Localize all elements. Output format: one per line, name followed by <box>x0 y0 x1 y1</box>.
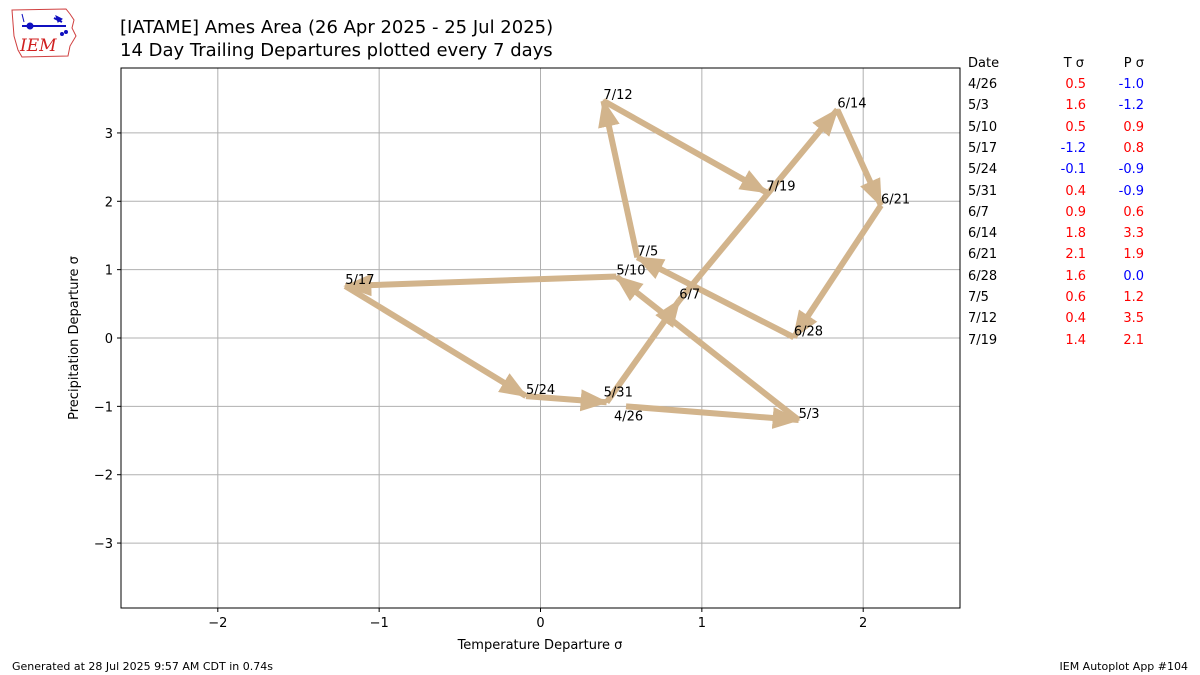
table-date-cell: 6/28 <box>968 268 998 284</box>
table-precip-cell: 1.2 <box>1123 290 1144 305</box>
departure-arrow-5-31 <box>604 298 682 404</box>
point-label: 7/19 <box>766 179 795 194</box>
logo-text: IEM <box>19 36 57 56</box>
departure-arrow-7-12 <box>601 98 769 196</box>
table-temp-cell: 0.4 <box>1065 183 1086 199</box>
table-header-temp: T σ <box>1063 56 1084 71</box>
point-label: 5/31 <box>604 385 633 400</box>
point-label: 5/17 <box>345 273 374 288</box>
table-precip-cell: 0.8 <box>1123 140 1144 156</box>
y-tick-label: 3 <box>105 127 113 142</box>
departure-arrow-5-10 <box>343 273 617 297</box>
iem-logo: IEM <box>11 8 77 58</box>
departure-arrow-5-24 <box>525 389 609 412</box>
table-date-cell: 5/31 <box>968 183 998 199</box>
point-labels: 4/26 5/3 5/10 5/17 5/24 5/31 6/7 6/14 6/21 6/28 7/… <box>345 88 910 425</box>
x-tick-label: −1 <box>370 616 389 631</box>
y-tick-label: −2 <box>94 469 113 484</box>
axis-ticks: −2 −1 0 1 2 −3 −2 −1 0 1 2 3 <box>94 127 868 631</box>
y-tick-label: 2 <box>105 195 113 210</box>
departure-arrow-6-21 <box>791 203 884 339</box>
point-label: 6/21 <box>881 192 910 207</box>
chart-title: [IATAME] Ames Area (26 Apr 2025 - 25 Jul… <box>120 17 554 38</box>
arrow-series <box>343 98 884 429</box>
point-label: 7/5 <box>637 244 658 259</box>
table-temp-cell: 2.1 <box>1065 247 1086 263</box>
departure-arrow-6-7 <box>676 107 840 303</box>
table-date-cell: 6/14 <box>968 226 998 242</box>
departure-arrow-7-5 <box>598 98 641 258</box>
departure-arrow-6-28 <box>635 254 796 340</box>
chart-subtitle: 14 Day Trailing Departures plotted every… <box>120 40 553 61</box>
table-date-cell: 5/17 <box>968 140 998 156</box>
table-date-cell: 5/10 <box>968 119 998 135</box>
x-tick-label: −2 <box>208 616 227 631</box>
table-date-cell: 5/24 <box>968 162 998 178</box>
y-axis-label: Precipitation Departure σ <box>67 256 82 420</box>
departure-arrow-5-17 <box>343 283 528 399</box>
table-temp-cell: 0.5 <box>1065 77 1086 92</box>
y-tick-label: −3 <box>94 537 113 552</box>
table-temp-cell: 0.5 <box>1065 119 1086 135</box>
table-precip-cell: 1.9 <box>1123 247 1144 263</box>
table-date-cell: 5/3 <box>968 98 989 114</box>
table-temp-cell: -1.2 <box>1060 140 1086 156</box>
point-label: 6/14 <box>837 97 866 112</box>
table-date-cell: 4/26 <box>968 77 998 92</box>
x-tick-label: 0 <box>536 616 544 631</box>
table-precip-cell: 0.6 <box>1123 204 1144 220</box>
point-label: 5/24 <box>526 383 555 398</box>
x-tick-label: 2 <box>859 616 867 631</box>
table-precip-cell: 3.3 <box>1123 226 1144 242</box>
table-temp-cell: 1.6 <box>1065 268 1086 284</box>
table-temp-cell: 1.4 <box>1065 332 1086 348</box>
point-label: 7/12 <box>603 88 632 103</box>
x-axis-label: Temperature Departure σ <box>457 638 623 653</box>
table-precip-cell: 0.9 <box>1123 119 1144 135</box>
table-date-cell: 6/7 <box>968 204 989 220</box>
y-tick-label: −1 <box>94 400 113 415</box>
table-precip-cell: -1.0 <box>1118 77 1144 92</box>
table-date-cell: 7/12 <box>968 311 998 327</box>
departure-arrow-6-14 <box>834 108 884 208</box>
generated-footer: Generated at 28 Jul 2025 9:57 AM CDT in … <box>12 660 273 673</box>
weather-station-icon <box>21 13 68 36</box>
table-temp-cell: -0.1 <box>1060 162 1086 178</box>
table-temp-cell: 1.6 <box>1065 98 1086 114</box>
app-footer: IEM Autoplot App #104 <box>1059 660 1189 673</box>
grid <box>121 68 960 608</box>
table-date-cell: 7/5 <box>968 290 989 305</box>
table-precip-cell: -0.9 <box>1118 183 1144 199</box>
table-temp-cell: 0.6 <box>1065 290 1086 305</box>
table-temp-cell: 0.9 <box>1065 204 1086 220</box>
y-tick-label: 0 <box>105 332 113 347</box>
point-label: 5/3 <box>799 407 820 422</box>
point-label: 5/10 <box>616 263 645 278</box>
point-label: 6/28 <box>794 324 823 339</box>
table-precip-cell: 2.1 <box>1123 332 1144 348</box>
table-precip-cell: -0.9 <box>1118 162 1144 178</box>
table-header-precip: P σ <box>1123 56 1144 71</box>
table-temp-cell: 1.8 <box>1065 226 1086 242</box>
x-tick-label: 1 <box>698 616 706 631</box>
point-label: 6/7 <box>679 287 700 302</box>
y-tick-label: 1 <box>105 264 113 279</box>
table-precip-cell: 3.5 <box>1123 311 1144 327</box>
table-precip-cell: -1.2 <box>1118 98 1144 114</box>
point-label: 4/26 <box>614 409 643 424</box>
departure-arrow-4-26 <box>625 403 801 429</box>
table-temp-cell: 0.4 <box>1065 311 1086 327</box>
table-header-date: Date <box>968 56 1000 71</box>
departure-arrow-5-3 <box>614 274 801 423</box>
table-precip-cell: 0.0 <box>1123 268 1144 284</box>
table-date-cell: 7/19 <box>968 332 998 348</box>
table-date-cell: 6/21 <box>968 247 998 263</box>
